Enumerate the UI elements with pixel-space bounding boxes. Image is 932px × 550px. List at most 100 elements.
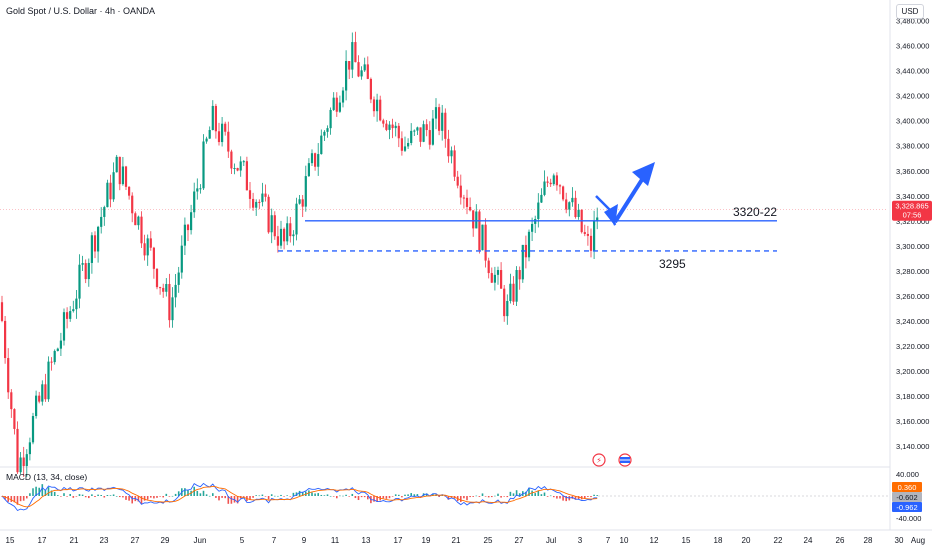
candle-body (366, 64, 369, 79)
candle-body (255, 201, 258, 208)
macd-histogram-bar (125, 496, 127, 500)
candle-body (586, 233, 589, 236)
macd-histogram-bar (53, 491, 56, 496)
time-tick-label: 12 (650, 536, 659, 545)
macd-histogram-bar (261, 494, 264, 496)
candle-body (59, 340, 62, 349)
candle-body (171, 297, 174, 321)
candle-body (146, 238, 149, 256)
candle-body (208, 129, 211, 139)
price-tick-label: 3,140.000 (896, 442, 929, 451)
candle-body (481, 224, 484, 251)
macd-histogram-bar (565, 496, 567, 502)
macd-histogram-bar (94, 496, 96, 498)
time-tick-label: 11 (331, 536, 340, 545)
macd-histogram-bar (243, 496, 245, 497)
candle-body (16, 428, 19, 473)
candle-body (304, 176, 307, 207)
macd-histogram-bar (32, 488, 34, 496)
macd-histogram-bar (22, 496, 25, 501)
candle-body (484, 224, 487, 261)
candle-body (518, 270, 521, 280)
macd-histogram-bar (122, 496, 124, 498)
macd-histogram-bar (549, 495, 552, 497)
candle-body (143, 243, 146, 256)
candle-body (50, 361, 53, 363)
candle-body (546, 181, 549, 183)
candle-body (47, 361, 50, 400)
time-tick-label: Jul (546, 536, 556, 545)
macd-histogram-bar (97, 494, 99, 496)
macd-histogram-bar (29, 493, 31, 496)
macd-histogram-bar (202, 490, 205, 496)
macd-histogram-bar (193, 486, 195, 496)
price-tick-label: 3,440.000 (896, 67, 929, 76)
price-tick-label: 3,260.000 (896, 292, 929, 301)
macd-histogram-bar (224, 496, 226, 499)
time-tick-label: 29 (161, 536, 170, 545)
macd-histogram-bar (391, 496, 394, 497)
candle-body (128, 186, 131, 196)
candle-body (22, 457, 25, 467)
candle-body (140, 216, 143, 244)
time-tick-label: 28 (864, 536, 873, 545)
macd-histogram-bar (26, 496, 28, 499)
candle-body (270, 215, 273, 233)
candle-body (273, 215, 276, 237)
candle-body (103, 207, 106, 217)
last-price-value: 3,328.865 (895, 202, 928, 211)
macd-histogram-bar (215, 496, 217, 498)
macd-histogram-bar (484, 496, 487, 497)
candle-body (124, 166, 128, 187)
candle-body (428, 130, 431, 145)
macd-histogram-bar (475, 495, 478, 497)
candle-body (264, 193, 267, 197)
macd-histogram-bar (88, 496, 90, 499)
candle-body (202, 141, 205, 189)
price-tick-label: 3,220.000 (896, 342, 929, 351)
candle-body (521, 244, 524, 280)
candle-body (248, 190, 252, 199)
candle-body (558, 185, 562, 187)
macd-histogram-bar (16, 496, 19, 505)
macd-line (1, 482, 598, 512)
candle-body (35, 395, 38, 417)
candle-body (410, 130, 413, 143)
candle-body (112, 172, 115, 200)
macd-histogram-bar (230, 496, 233, 504)
candle-body (25, 454, 28, 467)
time-tick-label: 17 (38, 536, 47, 545)
candle-body (0, 302, 4, 321)
macd-histogram-bar (590, 496, 592, 498)
symbol-title[interactable]: Gold Spot / U.S. Dollar · 4h · OANDA (6, 6, 156, 16)
candle-body (115, 156, 118, 173)
candle-body (205, 138, 208, 142)
last-price-tag (892, 200, 932, 221)
time-tick-label: 13 (362, 536, 371, 545)
macd-histogram-bar (72, 496, 75, 498)
macd-histogram-bar (66, 496, 68, 497)
candle-body (298, 199, 301, 204)
macd-histogram-bar (218, 496, 220, 501)
macd-histogram-bar (277, 495, 279, 497)
candle-body (69, 311, 72, 319)
candle-body (416, 127, 419, 131)
candle-body (286, 223, 289, 242)
candle-body (531, 223, 534, 232)
candle-body (478, 211, 481, 251)
macd-histogram-bar (503, 496, 505, 497)
macd-histogram-bar (165, 493, 168, 496)
candle-body (41, 384, 44, 402)
candle-body (493, 274, 496, 283)
macd-histogram-bar (540, 494, 543, 496)
candle-body (53, 350, 56, 363)
candle-body (162, 287, 165, 292)
time-tick-label: 24 (804, 536, 813, 545)
currency-button[interactable]: USD (896, 4, 924, 19)
candle-body (537, 202, 540, 220)
time-tick-label: Aug (911, 536, 925, 545)
candle-body (165, 284, 168, 292)
macd-label[interactable]: MACD (13, 34, close) (6, 472, 88, 482)
macd-histogram-bar (295, 492, 298, 496)
